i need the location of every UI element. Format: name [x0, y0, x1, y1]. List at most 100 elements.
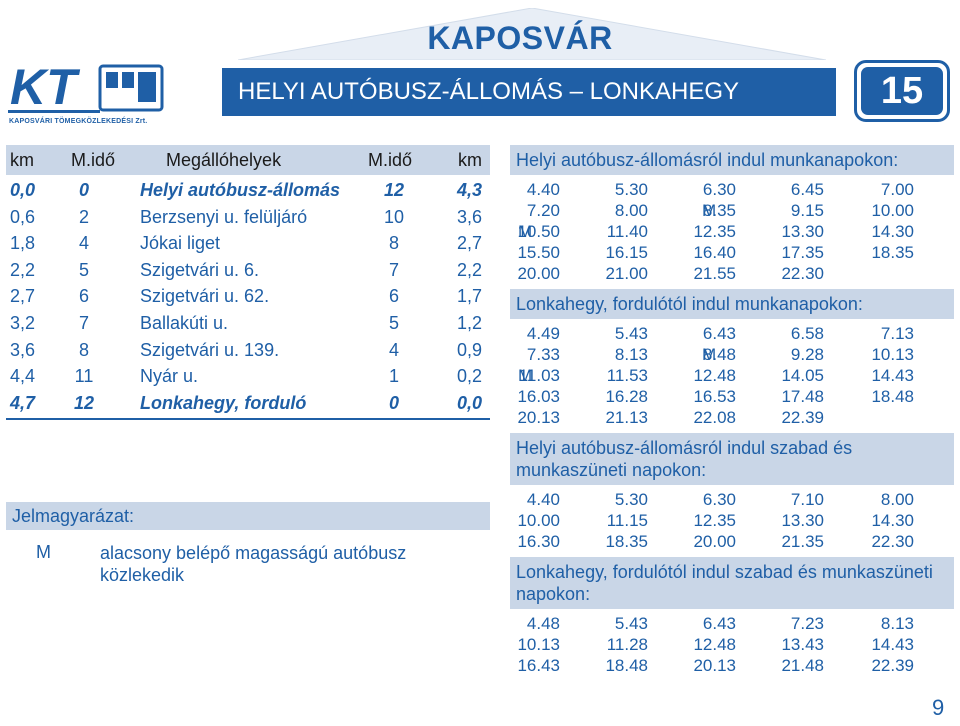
- stop-km: 0,0: [10, 180, 36, 200]
- departure-time: 10.13: [871, 345, 914, 364]
- stop-name: Szigetvári u. 139.: [140, 339, 280, 360]
- logo-subtitle: KAPOSVÁRI TÖMEGKÖZLEKEDÉSI Zrt.: [9, 118, 148, 125]
- schedule-row: 20.00 21.00 21.55 22.30: [510, 264, 954, 285]
- departure-time: 21.00: [605, 264, 648, 283]
- departure-time: 11.15: [606, 511, 648, 530]
- departure-time: 18.48: [871, 387, 914, 406]
- low-floor-marker: M: [702, 201, 717, 220]
- schedule-section-title: Helyi autóbusz-állomásról indul szabad é…: [510, 433, 954, 485]
- departure-time: 21.35: [781, 532, 824, 551]
- departure-time: 16.43: [517, 656, 560, 675]
- departure-time: 17.35: [781, 243, 824, 262]
- stop-time-to: 8: [388, 233, 399, 254]
- schedule-row: 16.30 18.35 20.00 21.35 22.30: [510, 532, 954, 553]
- route-title-bar: HELYI AUTÓBUSZ-ÁLLOMÁS – LONKAHEGY: [222, 68, 836, 116]
- departure-time: 11.53: [606, 366, 648, 385]
- schedule-row: 7.20 8.00 M 8.35 9.15 10.00: [510, 201, 954, 222]
- page-number: 9: [932, 695, 945, 720]
- departure-time: 20.00: [517, 264, 560, 283]
- stop-time-from: 7: [78, 313, 89, 333]
- departure-time: 15.50: [517, 243, 560, 262]
- departure-time: 16.15: [605, 243, 648, 262]
- stop-km-reverse: 0,2: [456, 366, 482, 387]
- city-title: KAPOSVÁR: [427, 20, 613, 56]
- stop-time-to: 0: [388, 392, 399, 413]
- header-stops: Megállóhelyek: [166, 150, 282, 170]
- stop-name: Lonkahegy, forduló: [140, 392, 307, 413]
- schedule-row: 16.43 18.48 20.13 21.48 22.39: [510, 656, 954, 677]
- stop-km-reverse: 1,2: [456, 313, 482, 333]
- stop-time-from: 6: [78, 286, 89, 307]
- schedule-row: 4.48 5.43 6.43 7.23 8.13: [510, 614, 954, 635]
- departure-time: 5.30: [614, 490, 648, 509]
- departure-time: 8.13: [880, 614, 914, 633]
- stop-time-to: 7: [388, 259, 399, 280]
- departure-time: 8.48: [702, 345, 736, 364]
- stop-row: 3,2 7 Ballakúti u. 5 1,2: [6, 311, 490, 337]
- departure-time: 17.48: [781, 387, 824, 406]
- departure-time: 16.03: [517, 387, 560, 406]
- departure-time: 6.30: [702, 180, 736, 199]
- departure-time: 11.40: [606, 222, 648, 241]
- departure-time: 22.30: [871, 532, 914, 551]
- departure-time: 12.48: [693, 366, 736, 385]
- departure-time: 12.35: [693, 511, 736, 530]
- departure-time: 20.13: [693, 656, 736, 675]
- logo-letters: KT: [10, 60, 81, 115]
- departure-time: 6.43: [702, 614, 736, 633]
- stop-km: 3,6: [10, 339, 36, 360]
- departure-time: 7.20: [526, 201, 560, 220]
- departure-time: 13.43: [781, 635, 824, 654]
- departure-time: 21.13: [605, 408, 648, 427]
- stop-time-from: 4: [78, 233, 89, 254]
- departure-time: 16.30: [517, 532, 560, 551]
- departure-time: 7.10: [790, 490, 824, 509]
- departure-time: 4.49: [526, 324, 560, 343]
- stop-time-to: 1: [388, 366, 399, 387]
- stop-km-reverse: 4,3: [456, 180, 482, 200]
- stop-time-to: 4: [388, 339, 399, 360]
- departure-time: 22.08: [693, 408, 736, 427]
- departure-time: 8.13: [614, 345, 648, 364]
- departure-time: 10.13: [517, 635, 560, 654]
- departure-time: 14.05: [781, 366, 824, 385]
- departure-time: 10.00: [517, 511, 560, 530]
- stop-km: 2,2: [10, 259, 36, 280]
- stop-time-to: 10: [383, 206, 405, 227]
- header-km-right: km: [458, 150, 482, 170]
- schedule-row: 16.03 16.28 16.53 17.48 18.48: [510, 387, 954, 408]
- stop-km: 1,8: [10, 233, 36, 254]
- stop-name: Szigetvári u. 62.: [140, 286, 270, 307]
- stop-row: 2,2 5 Szigetvári u. 6. 7 2,2: [6, 258, 490, 284]
- departure-time: 7.13: [880, 324, 914, 343]
- departure-time: 9.15: [790, 201, 824, 220]
- schedule-section-title: Lonkahegy, fordulótól indul munkanapokon…: [510, 289, 954, 319]
- schedule-row: M 11.03 11.53 12.48 14.05 14.43: [510, 366, 954, 387]
- schedule-row: 15.50 16.15 16.40 17.35 18.35: [510, 243, 954, 264]
- departure-time: 14.30: [871, 511, 914, 530]
- stop-row: 0,6 2 Berzsenyi u. felüljáró 10 3,6: [6, 205, 490, 231]
- low-floor-marker: M: [702, 345, 717, 364]
- header-time-left: M.idő: [70, 150, 115, 170]
- stop-name: Nyár u.: [140, 366, 199, 387]
- legend-key: M: [36, 542, 51, 562]
- schedule-row: 10.00 11.15 12.35 13.30 14.30: [510, 511, 954, 532]
- stop-name: Ballakúti u.: [140, 313, 229, 333]
- schedule-row: 4.40 5.30 6.30 6.45 7.00: [510, 180, 954, 201]
- departure-time: 18.35: [605, 532, 648, 551]
- stop-row: 4,7 12 Lonkahegy, forduló 0 0,0: [6, 391, 490, 417]
- stop-row: 1,8 4 Jókai liget 8 2,7: [6, 231, 490, 257]
- low-floor-marker: M: [518, 366, 533, 385]
- departure-time: 5.30: [614, 180, 648, 199]
- legend-title: Jelmagyarázat:: [6, 502, 490, 530]
- departure-time: 22.39: [781, 408, 824, 427]
- schedule-row: 20.13 21.13 22.08 22.39: [510, 408, 954, 429]
- departure-time: 13.30: [781, 222, 824, 241]
- stop-row: 0,0 0 Helyi autóbusz-állomás 12 4,3: [6, 178, 490, 204]
- departure-time: 6.58: [790, 324, 824, 343]
- stop-row: 3,6 8 Szigetvári u. 139. 4 0,9: [6, 338, 490, 364]
- departure-time: 22.30: [781, 264, 824, 283]
- departure-time: 18.48: [605, 656, 648, 675]
- stop-km: 4,4: [10, 366, 36, 387]
- header-km-left: km: [10, 150, 34, 170]
